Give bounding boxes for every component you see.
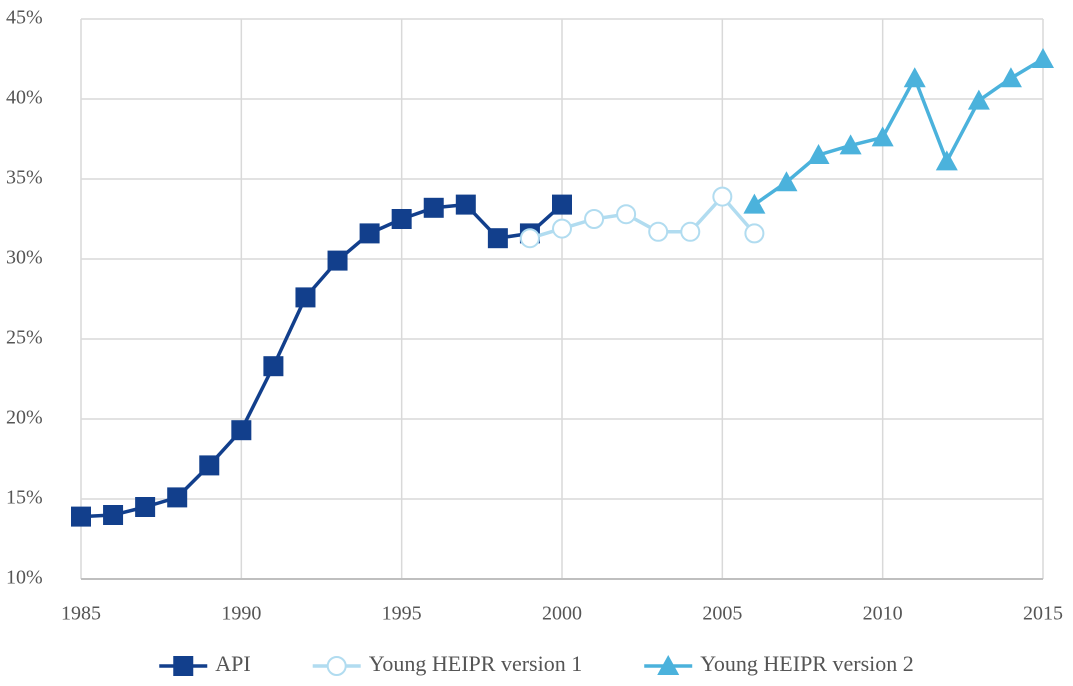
data-point xyxy=(743,193,766,214)
data-point xyxy=(519,228,540,249)
y-tick-label: 30% xyxy=(6,247,43,269)
x-tick-label: 1985 xyxy=(61,603,101,625)
data-point xyxy=(584,209,605,229)
legend-item: API xyxy=(159,651,251,676)
data-point xyxy=(999,67,1022,88)
x-tick-label: 1995 xyxy=(382,603,422,625)
data-point xyxy=(744,223,765,244)
data-point xyxy=(903,67,926,88)
data-point xyxy=(135,497,156,517)
data-point xyxy=(103,505,124,525)
legend-item: Young HEIPR version 1 xyxy=(312,651,583,676)
data-point xyxy=(295,287,316,308)
data-point xyxy=(327,250,348,271)
data-point xyxy=(775,171,798,192)
data-point xyxy=(967,89,990,110)
data-point xyxy=(935,150,958,171)
data-point xyxy=(167,487,188,508)
y-tick-label: 35% xyxy=(6,167,43,189)
x-tick-label: 1990 xyxy=(221,603,261,625)
series-line xyxy=(80,202,564,519)
legend: API Young HEIPR version 1 Young HEIPR vers… xyxy=(159,651,914,676)
data-point xyxy=(199,455,220,476)
data-point xyxy=(552,194,572,215)
data-point xyxy=(71,506,91,527)
data-point xyxy=(616,204,637,225)
data-point xyxy=(423,197,444,218)
data-point xyxy=(487,228,508,249)
data-point xyxy=(839,134,862,155)
data-point xyxy=(455,194,476,215)
data-point xyxy=(648,221,669,242)
data-point xyxy=(1032,48,1054,68)
legend-marker xyxy=(173,656,194,676)
legend-label: Young HEIPR version 2 xyxy=(700,651,914,676)
data-point xyxy=(871,126,894,147)
y-tick-label: 10% xyxy=(6,567,43,589)
legend-marker xyxy=(657,655,680,675)
series-line xyxy=(753,57,1044,207)
legend-marker xyxy=(326,656,347,676)
y-tick-label: 20% xyxy=(6,407,43,429)
y-tick-label: 40% xyxy=(6,87,43,109)
legend-label: Young HEIPR version 1 xyxy=(369,651,583,676)
data-point xyxy=(391,209,412,229)
data-point xyxy=(712,186,733,207)
data-point xyxy=(231,420,252,441)
legend-item: Young HEIPR version 2 xyxy=(644,651,914,676)
data-point xyxy=(680,221,701,242)
x-tick-label: 2005 xyxy=(702,603,742,625)
legend-label: API xyxy=(215,651,250,676)
y-tick-label: 15% xyxy=(6,487,43,509)
data-point xyxy=(263,356,284,377)
x-tick-label: 2015 xyxy=(1023,603,1063,625)
x-tick-label: 2000 xyxy=(542,603,582,625)
data-point xyxy=(552,218,572,239)
y-tick-label: 45% xyxy=(6,7,43,29)
x-tick-label: 2010 xyxy=(863,603,903,625)
data-point xyxy=(359,223,380,244)
y-tick-label: 25% xyxy=(6,327,43,349)
data-point xyxy=(807,144,830,164)
